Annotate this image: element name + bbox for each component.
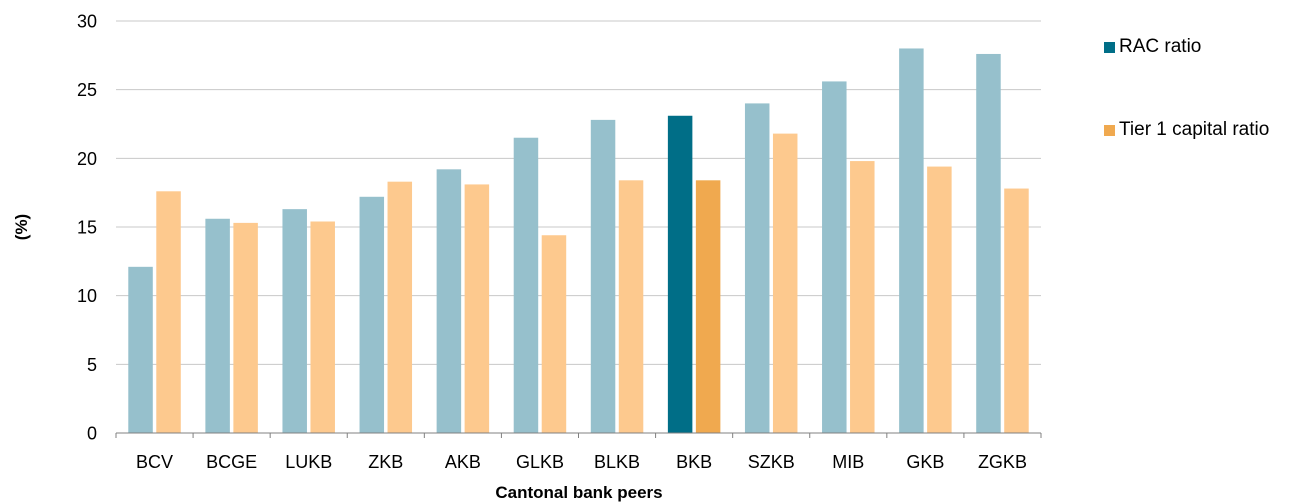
- bar-rac-zkb: [359, 196, 385, 433]
- bar-tier1-zkb: [387, 181, 413, 433]
- bar-rac-mib: [822, 81, 847, 433]
- bar-rac-lukb: [282, 209, 307, 433]
- bar-tier1-bcge: [233, 222, 258, 433]
- bar-tier1-bcv: [156, 191, 181, 433]
- bar-tier1-lukb: [310, 221, 335, 433]
- bar-rac-bkb: [667, 115, 693, 433]
- x-tick-label: ZKB: [368, 452, 403, 472]
- bar-tier1-zgkb: [1004, 188, 1029, 433]
- bar-rac-bcge: [205, 218, 230, 433]
- y-tick-label: 5: [87, 355, 97, 375]
- bar-tier1-akb: [464, 184, 490, 433]
- bar-rac-gkb: [899, 48, 924, 433]
- y-tick-label: 25: [77, 80, 97, 100]
- y-tick-labels: 0 5 10 15 20 25 30: [77, 12, 97, 444]
- x-tick-label: LUKB: [285, 452, 332, 472]
- legend: RAC ratio Tier 1 capital ratio: [1104, 0, 1295, 200]
- bar-rac-szkb: [744, 103, 770, 434]
- x-tick-label: BLKB: [594, 452, 640, 472]
- y-tick-label: 0: [87, 424, 97, 444]
- y-tick-label: 15: [77, 218, 97, 238]
- gridlines: [116, 20, 1041, 365]
- x-tick-label: ZGKB: [978, 452, 1027, 472]
- x-tick-label: GKB: [906, 452, 944, 472]
- x-tick-labels: BCV BCGE LUKB ZKB AKB GLKB BLKB BKB SZKB MIB GKB ZG…: [136, 452, 1027, 472]
- x-axis: [115, 432, 1042, 438]
- legend-label-tier1: Tier 1 capital ratio: [1119, 119, 1270, 140]
- x-tick-label: AKB: [445, 452, 481, 472]
- bar-tier1-szkb: [772, 133, 798, 433]
- bar-rac-zgkb: [976, 53, 1001, 434]
- y-tick-label: 10: [77, 286, 97, 306]
- bar-rac-glkb: [513, 137, 539, 433]
- legend-swatch-rac: [1104, 41, 1115, 53]
- bar-tier1-mib: [850, 161, 875, 433]
- y-tick-label: 20: [77, 149, 97, 169]
- x-axis-title: Cantonal bank peers: [495, 483, 662, 502]
- bar-tier1-glkb: [541, 235, 567, 433]
- x-tick-label: SZKB: [748, 452, 795, 472]
- legend-item-rac: RAC ratio: [1104, 36, 1201, 58]
- bar-rac-blkb: [590, 119, 616, 433]
- bar-rac-bcv: [128, 266, 153, 433]
- legend-item-tier1: Tier 1 capital ratio: [1104, 119, 1269, 141]
- bar-tier1-bkb: [695, 180, 721, 433]
- x-tick-label: BCGE: [206, 452, 257, 472]
- bars: [128, 48, 1029, 434]
- bar-rac-akb: [436, 169, 462, 433]
- y-tick-label: 30: [77, 12, 97, 32]
- legend-label-rac: RAC ratio: [1119, 36, 1202, 57]
- x-tick-label: MIB: [832, 452, 864, 472]
- y-axis-title: (%): [12, 214, 31, 240]
- legend-swatch-tier1: [1104, 124, 1115, 136]
- x-tick-label: GLKB: [516, 452, 564, 472]
- bar-chart: 0 5 10 15 20 25 30 BCV BCGE LUKB ZKB AKB GLKB BLKB BK…: [12, 12, 1042, 502]
- bar-tier1-blkb: [618, 180, 644, 433]
- x-tick-label: BKB: [676, 452, 712, 472]
- x-tick-label: BCV: [136, 452, 173, 472]
- bar-tier1-gkb: [927, 166, 952, 433]
